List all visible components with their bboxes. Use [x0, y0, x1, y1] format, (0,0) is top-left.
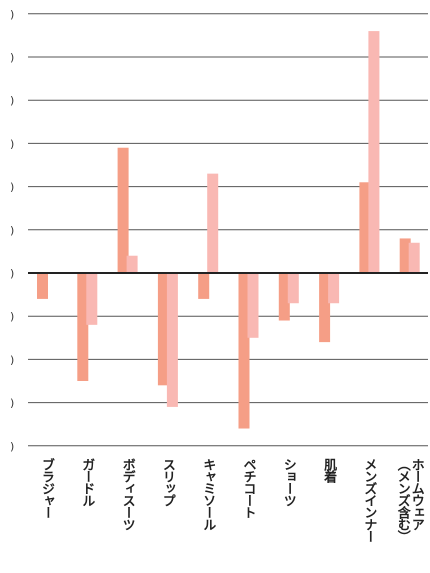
bar-series-2 — [408, 242, 420, 273]
x-tick-label: ホームウェア （メンズ含む） — [394, 458, 424, 542]
bar-series-2 — [328, 273, 340, 304]
bar-series-2 — [207, 173, 219, 273]
y-tick-label: ) — [10, 224, 14, 237]
y-tick-label: ) — [10, 440, 14, 453]
x-tick-label: ボディスーツ — [119, 458, 135, 530]
bar-series-1 — [238, 273, 250, 429]
bar-series-1 — [359, 182, 371, 273]
bar-series-2 — [247, 273, 259, 338]
y-tick-label: ) — [10, 310, 14, 323]
x-tick-label: ペチコート — [240, 458, 256, 518]
bar-series-2 — [166, 273, 178, 407]
bar-series-1 — [198, 273, 210, 299]
bar-series-1 — [117, 147, 129, 273]
x-tick-label: メンズインナー — [361, 458, 377, 542]
y-tick-label: ) — [10, 137, 14, 150]
bar-series-1 — [319, 273, 331, 343]
y-tick-label: ) — [10, 397, 14, 410]
y-tick-label: ) — [10, 94, 14, 107]
bar-series-1 — [278, 273, 290, 321]
y-tick-label: ) — [10, 8, 14, 21]
bar-series-2 — [126, 255, 138, 273]
y-tick-label: ) — [10, 181, 14, 194]
bar-series-2 — [368, 31, 380, 273]
x-tick-label: 肌着 — [321, 458, 337, 482]
bar-series-2 — [86, 273, 98, 325]
y-tick-label: ) — [10, 267, 14, 280]
bar-series-1 — [77, 273, 89, 381]
y-tick-label: ) — [10, 353, 14, 366]
x-tick-label: スリップ — [159, 458, 175, 506]
x-tick-label: ブラジャー — [39, 458, 54, 518]
y-tick-label: ) — [10, 51, 14, 64]
bar-series-1 — [399, 238, 411, 273]
bar-series-1 — [157, 273, 169, 386]
bar-series-1 — [37, 273, 48, 299]
bar-series-2 — [287, 273, 299, 304]
x-tick-label: ガードル — [79, 458, 95, 506]
x-tick-label: キャミソール — [200, 458, 216, 530]
x-tick-label: ショーツ — [280, 458, 296, 506]
